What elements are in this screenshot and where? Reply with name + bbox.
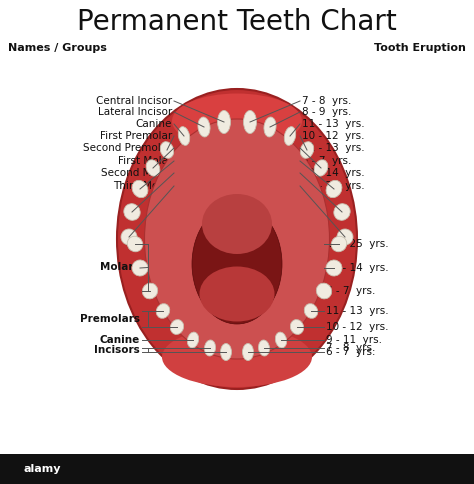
Ellipse shape <box>291 319 304 334</box>
Ellipse shape <box>121 229 137 245</box>
Text: 11 - 13  yrs.: 11 - 13 yrs. <box>302 119 365 129</box>
Text: First Molar: First Molar <box>118 156 172 166</box>
Ellipse shape <box>132 181 148 197</box>
Text: 11 - 13  yrs.: 11 - 13 yrs. <box>326 306 389 316</box>
Ellipse shape <box>178 127 190 145</box>
Text: Canine: Canine <box>136 119 172 129</box>
Ellipse shape <box>204 340 216 356</box>
Ellipse shape <box>243 344 254 361</box>
Ellipse shape <box>156 303 170 318</box>
Text: Second Premolar: Second Premolar <box>83 143 172 153</box>
Text: 12 - 14  yrs.: 12 - 14 yrs. <box>326 263 389 273</box>
Ellipse shape <box>200 267 274 321</box>
Ellipse shape <box>316 283 332 299</box>
Ellipse shape <box>117 89 357 389</box>
Ellipse shape <box>304 303 318 318</box>
Ellipse shape <box>326 181 342 197</box>
Text: 17 - 25  yrs.: 17 - 25 yrs. <box>302 181 365 191</box>
Text: Lateral Incisor: Lateral Incisor <box>98 107 172 117</box>
Text: Central Incisor: Central Incisor <box>96 96 172 106</box>
Ellipse shape <box>244 110 256 134</box>
Ellipse shape <box>160 142 173 158</box>
Ellipse shape <box>142 283 158 299</box>
Text: Second Molar: Second Molar <box>101 168 172 178</box>
Text: alamy: alamy <box>23 464 61 474</box>
Text: Premolars: Premolars <box>80 314 140 324</box>
Text: 17 - 25  yrs.: 17 - 25 yrs. <box>326 239 389 249</box>
Ellipse shape <box>124 204 140 220</box>
Text: 6 - 7  yrs.: 6 - 7 yrs. <box>302 156 351 166</box>
Ellipse shape <box>275 332 287 348</box>
Text: 10 - 12  yrs.: 10 - 12 yrs. <box>302 131 365 141</box>
Text: 9 - 11  yrs.: 9 - 11 yrs. <box>326 335 382 345</box>
Text: Canine: Canine <box>100 335 140 345</box>
Text: 7 - 8  yrs.: 7 - 8 yrs. <box>302 96 351 106</box>
Ellipse shape <box>146 160 160 176</box>
Text: 6 - 7  yrs.: 6 - 7 yrs. <box>326 347 375 357</box>
Ellipse shape <box>314 160 328 176</box>
Text: 7 - 8  yrs.: 7 - 8 yrs. <box>326 343 375 353</box>
Text: Incisors: Incisors <box>94 345 140 355</box>
Ellipse shape <box>264 117 276 137</box>
Ellipse shape <box>162 327 312 387</box>
Text: Third Molar: Third Molar <box>113 181 172 191</box>
Ellipse shape <box>127 236 143 252</box>
Text: Names / Groups: Names / Groups <box>8 43 107 53</box>
Ellipse shape <box>132 260 148 276</box>
Ellipse shape <box>258 340 270 356</box>
Ellipse shape <box>301 142 314 158</box>
Ellipse shape <box>187 332 199 348</box>
Text: First Premolar: First Premolar <box>100 131 172 141</box>
Ellipse shape <box>337 229 353 245</box>
Ellipse shape <box>220 344 231 361</box>
Ellipse shape <box>284 127 296 145</box>
Ellipse shape <box>326 260 342 276</box>
Text: Molars: Molars <box>100 262 140 272</box>
Ellipse shape <box>170 319 183 334</box>
Ellipse shape <box>202 194 272 254</box>
Text: 10 - 12  yrs.: 10 - 12 yrs. <box>326 322 389 332</box>
Ellipse shape <box>331 236 347 252</box>
Ellipse shape <box>218 110 230 134</box>
Text: 11 - 13  yrs.: 11 - 13 yrs. <box>302 143 365 153</box>
Text: Tooth Eruption: Tooth Eruption <box>374 43 466 53</box>
Ellipse shape <box>145 119 329 359</box>
Text: 8 - 9  yrs.: 8 - 9 yrs. <box>302 107 351 117</box>
Ellipse shape <box>334 204 350 220</box>
Ellipse shape <box>198 117 210 137</box>
Ellipse shape <box>172 93 302 149</box>
Bar <box>0 454 474 484</box>
Ellipse shape <box>192 204 282 324</box>
Text: 6 - 7  yrs.: 6 - 7 yrs. <box>326 286 375 296</box>
Text: 12 - 14  yrs.: 12 - 14 yrs. <box>302 168 365 178</box>
Text: Permanent Teeth Chart: Permanent Teeth Chart <box>77 8 397 36</box>
